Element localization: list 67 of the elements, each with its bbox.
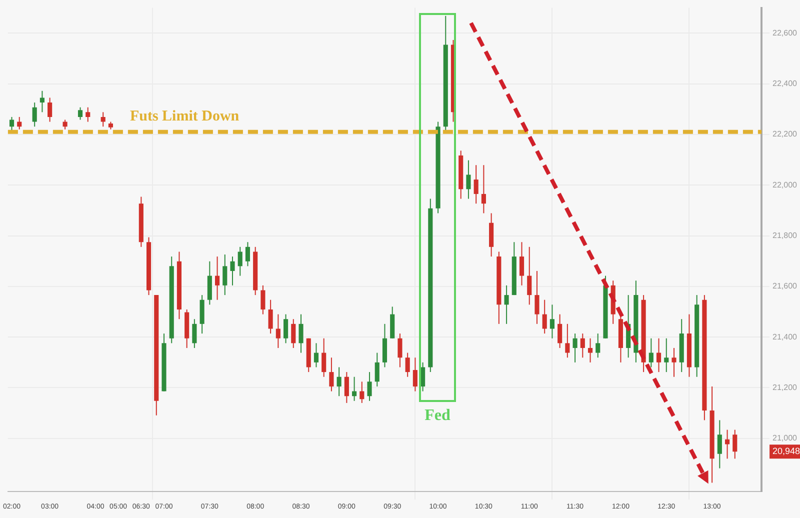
candlestick bbox=[78, 106, 83, 120]
candlestick bbox=[260, 284, 266, 315]
candlestick bbox=[276, 314, 280, 348]
candlestick bbox=[322, 338, 326, 378]
candlestick bbox=[238, 246, 242, 276]
candlestick bbox=[672, 347, 676, 378]
candlestick bbox=[580, 333, 585, 358]
candlestick bbox=[100, 112, 106, 128]
candlestick bbox=[86, 106, 90, 122]
candlestick bbox=[360, 381, 364, 404]
candlestick bbox=[62, 119, 68, 130]
candlestick bbox=[32, 102, 37, 128]
candlestick bbox=[664, 338, 669, 373]
candlestick bbox=[344, 372, 349, 404]
candlestick bbox=[374, 352, 380, 387]
y-tick-label: 21,400 bbox=[772, 332, 798, 342]
candlestick bbox=[367, 372, 372, 402]
candlestick bbox=[405, 352, 410, 378]
candlestick bbox=[534, 270, 540, 324]
candlestick bbox=[291, 318, 296, 348]
y-tick-label: 22,400 bbox=[772, 78, 798, 88]
candlestick bbox=[284, 314, 288, 344]
y-tick-label: 21,200 bbox=[772, 382, 798, 392]
candlestick bbox=[504, 284, 509, 324]
candlestick bbox=[558, 314, 562, 348]
candlestick bbox=[717, 420, 722, 469]
candlestick bbox=[9, 116, 14, 132]
candlestick bbox=[230, 256, 235, 286]
y-tick-label: 21,600 bbox=[772, 282, 798, 291]
candlestick bbox=[519, 242, 524, 286]
candlestick bbox=[527, 246, 532, 306]
y-tick-label: 22,000 bbox=[772, 180, 798, 190]
annotation: Fed bbox=[424, 407, 450, 424]
candlestick bbox=[192, 318, 197, 348]
y-tick-label: 22,600 bbox=[772, 28, 798, 38]
candlestick bbox=[48, 97, 52, 122]
candlestick bbox=[466, 160, 471, 200]
candlestick bbox=[732, 429, 738, 460]
y-tick-label: 21,000 bbox=[772, 434, 798, 443]
candlestick bbox=[268, 299, 273, 334]
candlestick bbox=[474, 164, 478, 204]
candlestick bbox=[314, 342, 319, 368]
candlestick bbox=[336, 366, 342, 397]
candlestick bbox=[329, 357, 334, 392]
candlestick bbox=[481, 164, 486, 214]
y-tick-label: 21,800 bbox=[772, 230, 798, 240]
candlestick bbox=[352, 376, 357, 402]
candlestick bbox=[588, 338, 593, 363]
candlestick bbox=[412, 357, 418, 392]
candlestick bbox=[298, 314, 304, 354]
candlestick bbox=[17, 116, 22, 130]
candlestick bbox=[724, 429, 730, 460]
candlestick bbox=[245, 242, 250, 267]
ref-line-label: Futs Limit Down bbox=[130, 108, 240, 124]
candlestick bbox=[596, 333, 600, 358]
y-tick-label: 22,200 bbox=[772, 130, 798, 139]
candlestick bbox=[550, 304, 554, 339]
candlestick bbox=[214, 256, 220, 300]
candlestick bbox=[656, 338, 662, 373]
candlestick bbox=[222, 254, 228, 296]
candlestick bbox=[565, 323, 570, 358]
candlestick bbox=[648, 338, 654, 368]
candlestick bbox=[542, 299, 547, 334]
candlestick bbox=[572, 333, 578, 363]
candlestick bbox=[398, 333, 402, 368]
text: 20,948 bbox=[772, 446, 800, 456]
candlestick bbox=[40, 90, 44, 113]
